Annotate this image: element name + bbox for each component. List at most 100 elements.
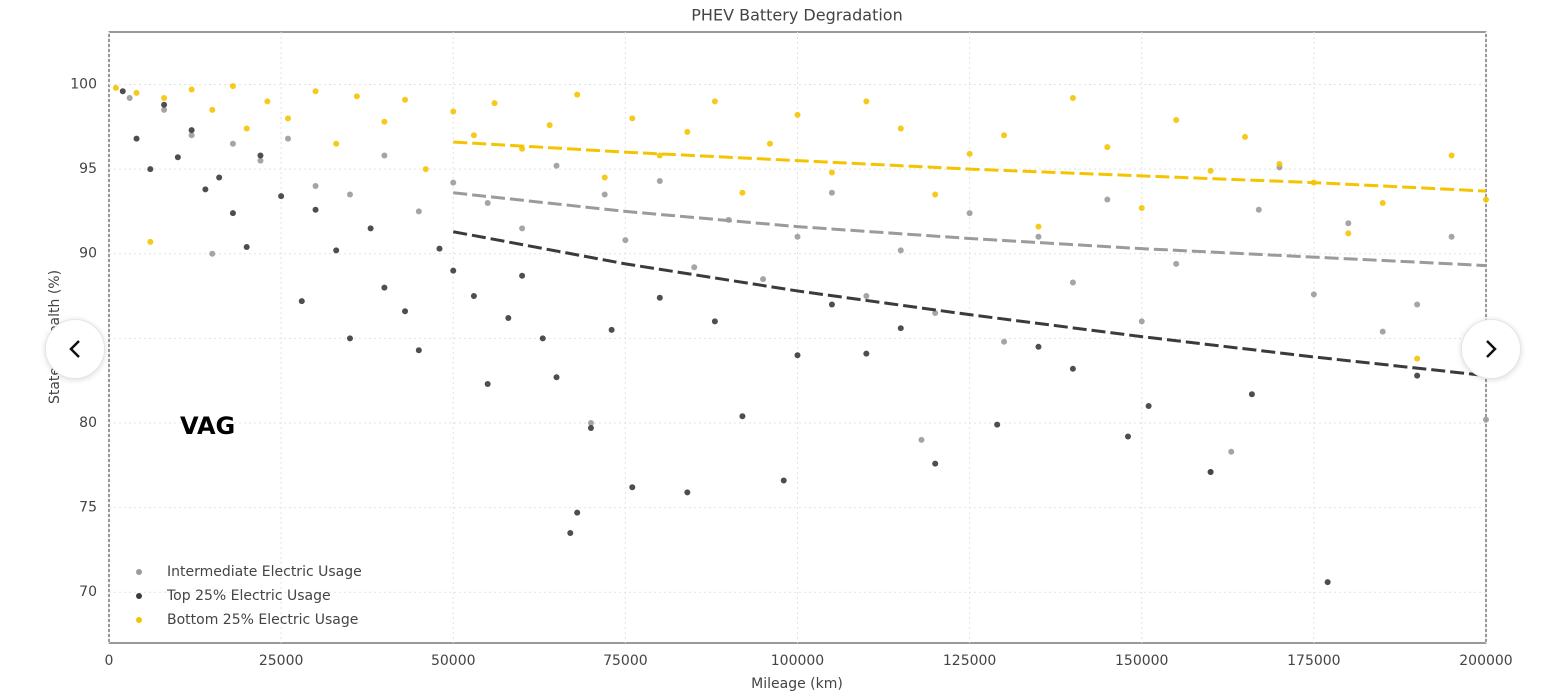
- point: [126, 95, 133, 102]
- previous-button[interactable]: [45, 319, 105, 379]
- point: [897, 125, 904, 132]
- point: [1001, 132, 1008, 139]
- point: [415, 347, 422, 354]
- y-tick-label: 80: [79, 415, 97, 431]
- point: [243, 125, 250, 132]
- point: [966, 210, 973, 217]
- x-tick-label: 125000: [943, 653, 996, 669]
- point: [1207, 469, 1214, 476]
- point: [519, 272, 526, 279]
- point: [1345, 230, 1352, 237]
- legend-marker: [136, 617, 142, 623]
- point: [587, 425, 594, 432]
- point: [278, 193, 285, 200]
- point: [780, 477, 787, 484]
- point: [629, 115, 636, 122]
- point: [918, 436, 925, 443]
- point: [553, 374, 560, 381]
- point: [450, 179, 457, 186]
- point: [161, 106, 168, 113]
- chart-title: PHEV Battery Degradation: [691, 6, 902, 25]
- point: [1379, 199, 1386, 206]
- point: [188, 132, 195, 139]
- point: [1248, 391, 1255, 398]
- point: [1448, 233, 1455, 240]
- point: [656, 152, 663, 159]
- point: [739, 413, 746, 420]
- point: [1414, 372, 1421, 379]
- next-button[interactable]: [1461, 319, 1521, 379]
- trend-line: [453, 191, 1487, 268]
- point: [994, 421, 1001, 428]
- point: [188, 86, 195, 93]
- chevron-right: [1486, 340, 1497, 358]
- point: [622, 237, 629, 244]
- point: [285, 115, 292, 122]
- point: [161, 95, 168, 102]
- point: [1324, 579, 1331, 586]
- point: [1069, 365, 1076, 372]
- legend-label: Top 25% Electric Usage: [166, 588, 331, 604]
- point: [1228, 448, 1235, 455]
- point: [312, 88, 319, 95]
- point: [828, 169, 835, 176]
- point: [367, 225, 374, 232]
- point: [112, 84, 119, 91]
- brand-label: VAG: [180, 412, 236, 440]
- point: [828, 301, 835, 308]
- y-tick-label: 100: [70, 76, 97, 92]
- point: [1207, 167, 1214, 174]
- point: [491, 100, 498, 107]
- point: [711, 98, 718, 105]
- series: [112, 83, 1489, 362]
- legend-label: Intermediate Electric Usage: [167, 564, 362, 580]
- point: [1138, 205, 1145, 212]
- point: [257, 152, 264, 159]
- y-tick-label: 70: [79, 584, 97, 600]
- point: [574, 91, 581, 98]
- point: [1345, 220, 1352, 227]
- point: [1242, 133, 1249, 140]
- point: [333, 140, 340, 147]
- point: [629, 484, 636, 491]
- legend-marker: [136, 569, 142, 575]
- point: [333, 247, 340, 254]
- point: [1414, 355, 1421, 362]
- point: [133, 135, 140, 142]
- x-tick-label: 100000: [771, 653, 824, 669]
- point: [1035, 343, 1042, 350]
- point: [711, 318, 718, 325]
- point: [1483, 196, 1489, 203]
- point: [932, 309, 939, 316]
- x-tick-label: 150000: [1115, 653, 1168, 669]
- point: [381, 284, 388, 291]
- point: [1414, 301, 1421, 308]
- point: [202, 186, 209, 193]
- point: [794, 352, 801, 359]
- point: [312, 206, 319, 213]
- point: [264, 98, 271, 105]
- x-axis-label: Mileage (km): [751, 676, 843, 692]
- point: [691, 264, 698, 271]
- point: [1124, 433, 1131, 440]
- point: [966, 150, 973, 157]
- point: [147, 166, 154, 173]
- point: [346, 191, 353, 198]
- point: [422, 166, 429, 173]
- x-tick-label: 200000: [1459, 653, 1512, 669]
- chevron-left: [69, 340, 80, 358]
- point: [1276, 161, 1283, 168]
- legend-label: Bottom 25% Electric Usage: [167, 612, 358, 628]
- point: [739, 189, 746, 196]
- point: [209, 106, 216, 113]
- point: [1448, 152, 1455, 159]
- point: [519, 225, 526, 232]
- point: [188, 127, 195, 134]
- point: [381, 118, 388, 125]
- point: [484, 199, 491, 206]
- point: [1255, 206, 1262, 213]
- point: [794, 233, 801, 240]
- point: [828, 189, 835, 196]
- point: [546, 122, 553, 129]
- x-tick-label: 0: [105, 653, 114, 669]
